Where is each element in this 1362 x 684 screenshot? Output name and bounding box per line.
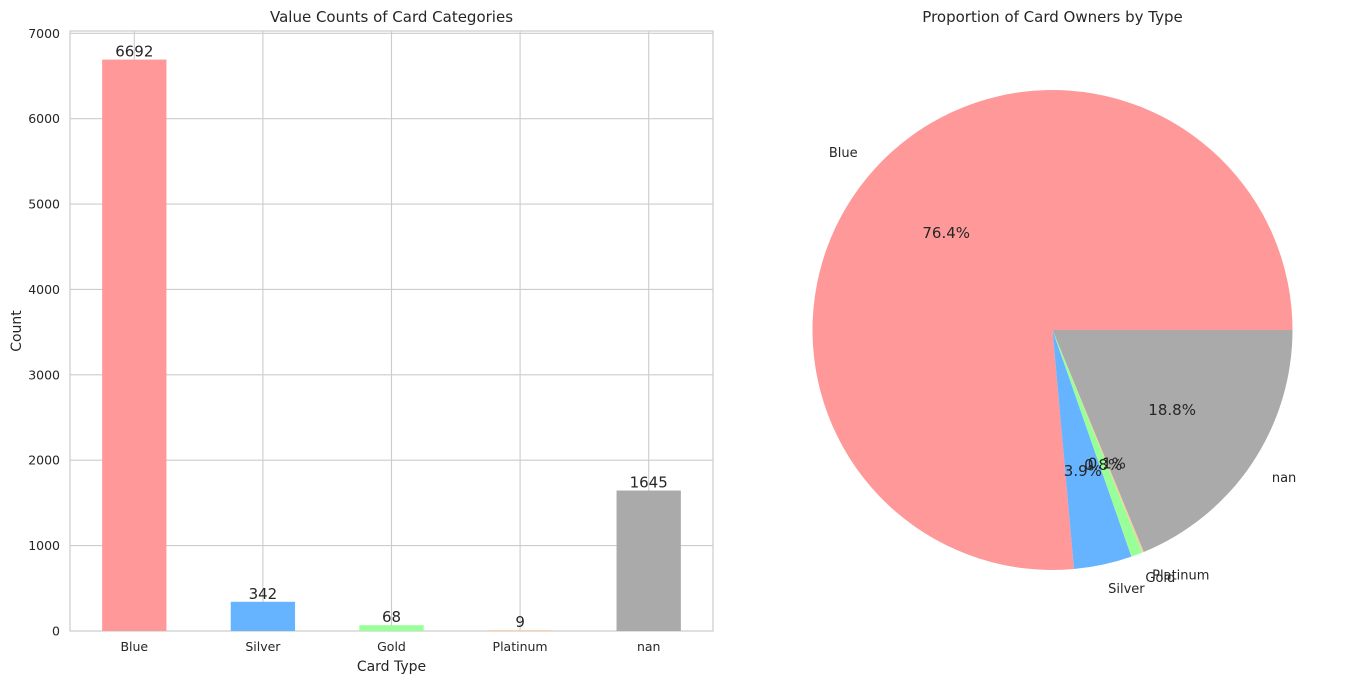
bar-y-tick-label: 2000 [28, 453, 60, 468]
bar-series [102, 59, 681, 632]
bar-platinum [487, 630, 553, 631]
pie-slice-platinum [1052, 330, 1144, 553]
bar-y-tick-label: 5000 [28, 197, 60, 212]
bar-data-label: 342 [249, 585, 278, 603]
bar-chart: 0 1000 2000 3000 4000 5000 6000 7000 Blue Silver… [9, 8, 714, 675]
bar-x-tick-label: Gold [377, 639, 406, 654]
pie-slice-silver [1052, 330, 1132, 570]
bar-silver [230, 601, 296, 631]
bar-data-label: 68 [382, 608, 401, 626]
bar-x-tick-label: nan [637, 639, 661, 654]
bar-x-tick-label: Blue [120, 639, 148, 654]
pie-label-silver: Silver [1108, 582, 1145, 597]
bar-data-label: 6692 [115, 43, 153, 61]
bar-y-tick-label: 6000 [28, 111, 60, 126]
bar-gold [359, 625, 424, 631]
bar-x-axis-label: Card Type [357, 659, 426, 675]
bar-y-tick-labels: 0 1000 2000 3000 4000 5000 6000 7000 [28, 26, 60, 639]
bar-x-tick-label: Silver [245, 639, 281, 654]
bar-data-label: 1645 [630, 474, 668, 492]
bar-y-tick-label: 1000 [28, 538, 60, 553]
pie-percent-nan: 18.8% [1148, 401, 1196, 419]
bar-y-axis-label: Count [9, 310, 25, 352]
bar-x-tick-labels: Blue Silver Gold Platinum nan [120, 639, 660, 654]
pie-chart-title: Proportion of Card Owners by Type [922, 8, 1182, 26]
bar-data-label: 9 [515, 613, 525, 631]
pie-label-gold: Gold [1145, 571, 1175, 586]
bar-y-tick-label: 3000 [28, 367, 60, 382]
pie-chart: Proportion of Card Owners by Type Blue Si… [812, 8, 1296, 597]
pie-label-blue: Blue [829, 146, 858, 161]
pie-label-nan: nan [1272, 471, 1296, 486]
bar-data-labels: 6692 342 68 9 1645 [115, 43, 668, 632]
bar-y-tick-label: 7000 [28, 26, 60, 41]
bar-nan [616, 490, 681, 631]
pie-percent-blue: 76.4% [922, 224, 970, 242]
pie-slices [812, 90, 1293, 570]
pie-percent-labels: 76.4% 3.9%0.8%0.1% 18.8% [922, 224, 1196, 480]
pie-slice-nan [1052, 330, 1293, 552]
bar-chart-title: Value Counts of Card Categories [270, 8, 513, 26]
bar-blue [102, 59, 167, 632]
pie-percent-gold: 0.8% [1084, 456, 1122, 474]
pie-percent-platinum: 0.1% [1088, 454, 1126, 472]
pie-slice-gold [1052, 330, 1143, 557]
pie-label-platinum: Platinum [1152, 568, 1209, 583]
bar-x-tick-label: Platinum [493, 639, 548, 654]
pie-percent-silver: 3.9% [1064, 462, 1102, 480]
bar-y-tick-label: 0 [52, 624, 60, 639]
bar-y-tick-label: 4000 [28, 282, 60, 297]
pie-slice-blue [812, 90, 1293, 570]
